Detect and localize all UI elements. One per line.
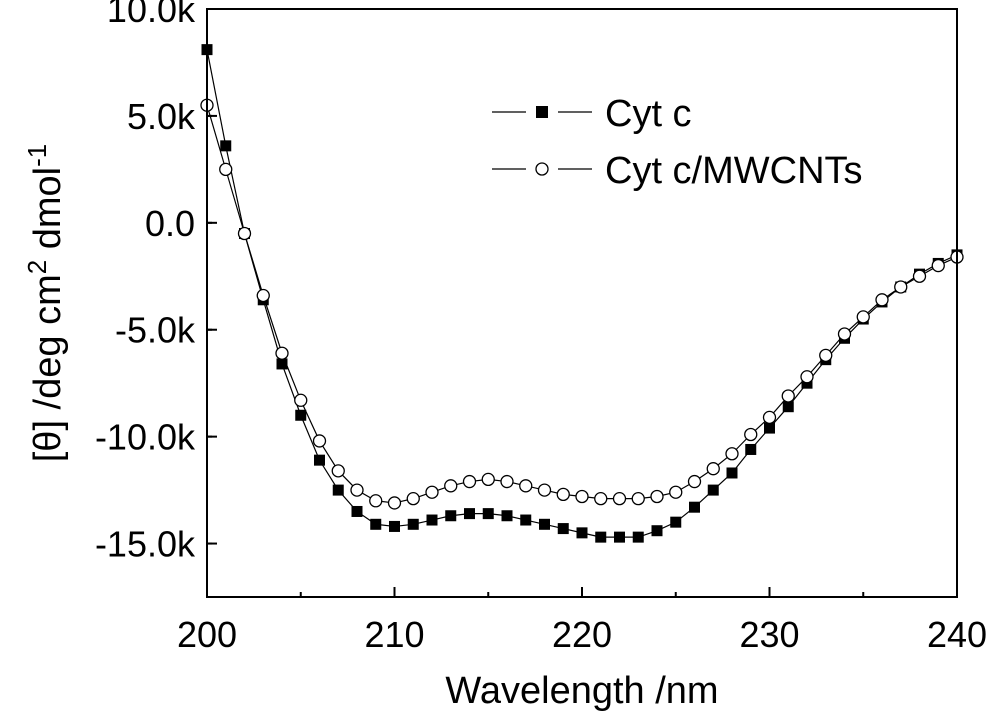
data-point-circle — [800, 370, 814, 384]
data-point-circle — [819, 348, 833, 363]
legend-label-cyt-c-mwcnts: Cyt c/MWCNTs — [605, 150, 863, 192]
data-point-square — [426, 514, 438, 526]
data-point-square — [764, 422, 775, 434]
y-tick-label: 0.0 — [145, 203, 195, 244]
data-point-circle — [875, 293, 889, 307]
data-point-square — [614, 531, 625, 543]
data-point-circle — [444, 479, 458, 493]
data-point-square — [464, 508, 475, 520]
y-tick-label: -15.0k — [95, 524, 196, 565]
data-point-square — [595, 531, 607, 543]
data-point-square — [501, 510, 513, 522]
data-point-square — [314, 454, 325, 466]
data-point-circle — [725, 447, 739, 461]
data-point-circle — [294, 393, 308, 407]
data-point-circle — [687, 474, 702, 489]
data-point-circle — [669, 485, 683, 499]
data-point-square — [707, 484, 719, 496]
data-point-square — [332, 484, 344, 496]
x-tick-label: 240 — [927, 614, 987, 655]
data-point-circle — [275, 346, 289, 360]
axis-ticks — [206, 8, 958, 597]
data-point-circle — [706, 462, 720, 476]
data-point-square — [670, 516, 682, 528]
x-tick-label: 200 — [177, 614, 237, 655]
data-point-circle — [856, 310, 870, 324]
data-point-square — [576, 527, 588, 539]
data-point-circle — [631, 491, 645, 506]
data-point-square — [520, 514, 532, 526]
data-point-circle — [931, 258, 945, 273]
data-point-circle — [237, 226, 252, 241]
data-point-circle — [612, 491, 627, 506]
y-axis-title: [θ] /deg cm2 dmol-1 — [22, 144, 69, 463]
y-tick-label: 10.0k — [107, 0, 196, 30]
data-point-square — [220, 140, 232, 152]
x-tick-label: 220 — [552, 614, 612, 655]
data-point-circle — [781, 389, 795, 403]
data-point-square — [351, 505, 363, 517]
x-tick-label: 210 — [364, 614, 424, 655]
data-point-square — [445, 510, 457, 522]
data-point-circle — [556, 487, 570, 502]
data-point-circle — [744, 427, 758, 442]
plot-marks — [200, 44, 964, 543]
y-tick-label: -5.0k — [115, 310, 196, 351]
axis-tick-labels: 200 210 220 230 240 10.0k 5.0k 0.0 -5.0k -10.0k -1… — [95, 0, 987, 655]
data-point-square — [557, 523, 569, 535]
data-point-square — [389, 520, 400, 532]
y-axis-title-prefix: [θ] /deg cm — [27, 274, 69, 462]
data-point-circle — [519, 479, 533, 493]
legend-circle-marker — [535, 162, 549, 176]
y-axis-title-sup2: -1 — [22, 144, 52, 167]
data-point-circle — [500, 474, 514, 489]
data-point-circle — [425, 485, 439, 499]
legend-square-marker — [536, 106, 548, 118]
data-point-square — [651, 525, 663, 537]
legend-entry-cyt-c-mwcnts: Cyt c/MWCNTs — [492, 150, 863, 192]
legend-entry-cyt-c: Cyt c — [492, 93, 692, 135]
data-point-circle — [481, 472, 495, 487]
data-point-circle — [837, 327, 852, 341]
y-axis-title-mid: dmol — [27, 167, 69, 260]
data-point-circle — [537, 483, 552, 497]
data-point-circle — [219, 162, 233, 177]
legend: Cyt c Cyt c/MWCNTs — [492, 93, 863, 192]
data-point-circle — [462, 474, 477, 489]
data-point-circle — [762, 410, 777, 425]
plot-frame — [206, 8, 958, 598]
series-cyt-c — [201, 44, 963, 543]
y-tick-label: 5.0k — [127, 96, 196, 137]
data-point-square — [407, 518, 419, 530]
data-point-square — [689, 501, 700, 513]
data-point-circle — [575, 489, 589, 504]
data-point-circle — [912, 269, 927, 283]
data-point-square — [276, 358, 288, 370]
x-tick-label: 230 — [739, 614, 799, 655]
data-point-square — [482, 508, 494, 520]
data-point-circle — [650, 489, 664, 504]
data-point-square — [539, 518, 550, 530]
legend-label-cyt-c: Cyt c — [605, 93, 692, 135]
data-point-circle — [387, 496, 402, 510]
series-cyt-c-mwcnts — [200, 98, 964, 510]
data-point-circle — [406, 491, 420, 506]
x-axis-title: Wavelength /nm — [445, 670, 718, 712]
data-point-circle — [331, 464, 345, 478]
data-point-circle — [369, 494, 383, 508]
data-point-square — [632, 531, 644, 543]
data-point-square — [295, 409, 307, 421]
y-tick-label: -10.0k — [95, 417, 196, 458]
data-point-circle — [256, 288, 270, 303]
data-point-circle — [312, 434, 327, 448]
data-point-square — [726, 467, 738, 479]
data-point-square — [745, 443, 757, 455]
data-point-square — [370, 518, 382, 530]
data-point-circle — [350, 483, 364, 497]
data-point-circle — [594, 491, 608, 506]
data-point-square — [782, 401, 794, 413]
data-point-circle — [894, 280, 908, 294]
y-axis-title-sup1: 2 — [22, 260, 52, 274]
